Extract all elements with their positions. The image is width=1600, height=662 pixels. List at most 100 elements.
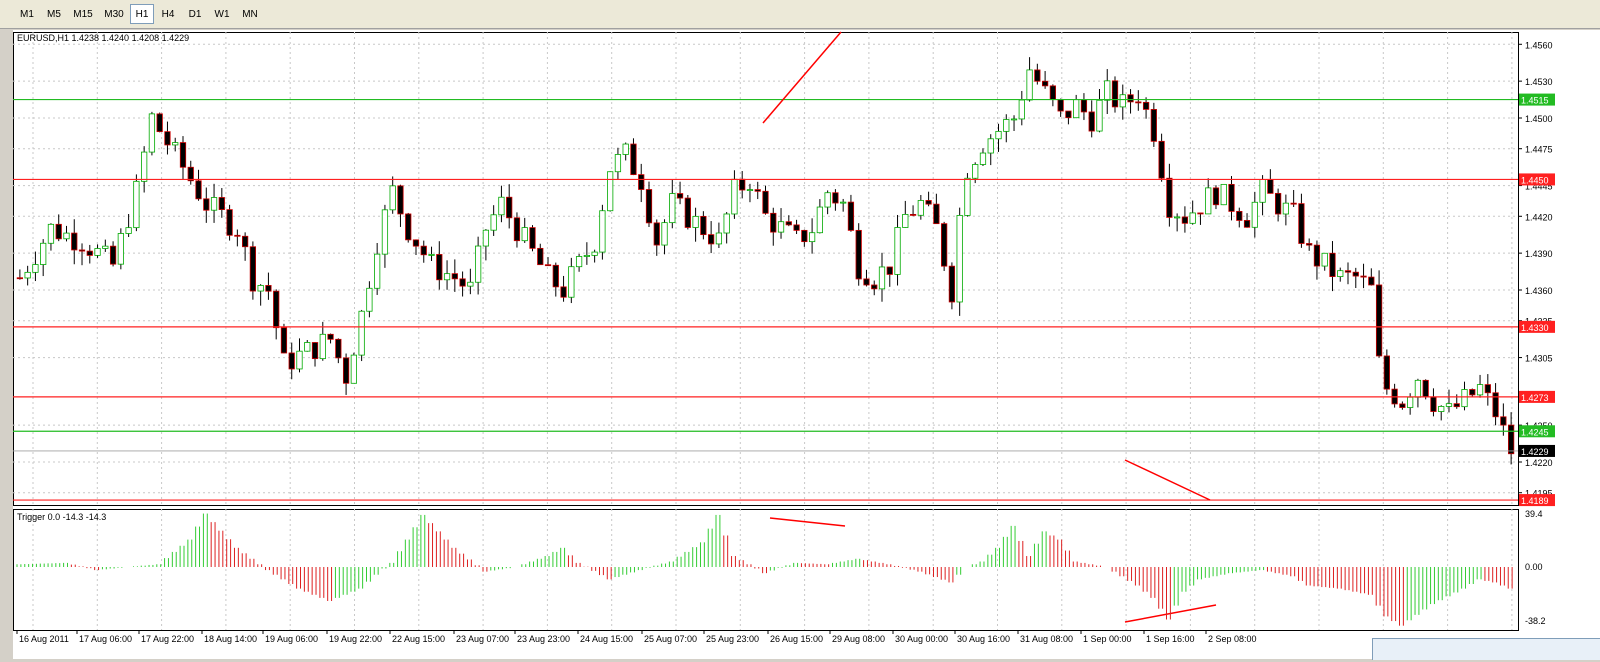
candle: [475, 245, 482, 283]
timeframe-h1-button[interactable]: H1: [130, 4, 154, 24]
candle: [242, 235, 249, 248]
chart-scroll-thumbnail[interactable]: [1372, 638, 1600, 660]
candle: [1422, 379, 1429, 398]
candle: [1337, 270, 1344, 277]
candle: [288, 352, 295, 370]
chart-canvas[interactable]: 1.4560 1.4530 1.4500 1.4475 1.4445 1.4420 1.43…: [13, 30, 1600, 659]
timeframe-m30-button[interactable]: M30: [104, 9, 124, 20]
candle: [568, 266, 575, 298]
level-label-box: [1519, 390, 1555, 403]
candle: [622, 143, 629, 155]
timeframe-m1-button[interactable]: M1: [20, 9, 34, 20]
timeframe-w1-button[interactable]: W1: [214, 9, 230, 20]
candle: [304, 342, 311, 352]
candle: [1267, 179, 1274, 194]
candle: [1298, 203, 1305, 244]
candle: [1065, 110, 1072, 119]
candle: [638, 174, 645, 190]
candle: [141, 151, 148, 182]
timeframe-mn-button[interactable]: MN: [242, 9, 258, 20]
candle: [234, 234, 241, 237]
candle: [350, 354, 357, 384]
time-axis-label: 26 Aug 15:00: [770, 634, 823, 644]
candle: [708, 234, 715, 245]
level-label: 1.4245: [1521, 427, 1549, 437]
candle: [1259, 179, 1266, 203]
candle: [1414, 379, 1422, 398]
level-label: 1.4330: [1521, 323, 1549, 333]
candle: [16, 277, 24, 280]
candle: [451, 273, 458, 280]
time-axis-label: 1 Sep 00:00: [1083, 634, 1132, 644]
candle: [1352, 271, 1359, 277]
candle: [715, 232, 723, 245]
candle: [156, 113, 163, 133]
candle: [1158, 140, 1165, 179]
candle: [265, 285, 272, 292]
indicator-trend-line-top[interactable]: [769, 517, 846, 527]
candle: [125, 227, 132, 234]
candle: [948, 265, 956, 303]
candle: [599, 210, 606, 253]
level-label: 1.4189: [1521, 496, 1549, 506]
candle: [552, 264, 559, 288]
trend-line-up[interactable]: [762, 31, 842, 124]
candle: [1026, 69, 1033, 101]
time-axis-label: 25 Aug 07:00: [644, 634, 697, 644]
timeframe-d1-button[interactable]: D1: [188, 9, 202, 20]
price-tick-label: 1.4560: [1525, 40, 1553, 50]
candle: [824, 192, 831, 208]
candle: [886, 266, 893, 275]
time-axis-label: 30 Aug 16:00: [957, 634, 1010, 644]
candle: [1282, 202, 1289, 215]
price-tick-label: 1.4195: [1525, 489, 1553, 499]
price-tick-label: 1.4420: [1525, 212, 1553, 222]
candle: [1104, 80, 1111, 101]
candle: [785, 221, 792, 226]
candle: [669, 193, 676, 224]
candle: [1220, 183, 1227, 206]
candle: [319, 333, 326, 360]
candle: [1073, 99, 1080, 119]
candle: [676, 193, 684, 199]
candle: [1360, 275, 1367, 278]
time-axis-label: 2 Sep 08:00: [1208, 634, 1257, 644]
timeframe-m5-button[interactable]: M5: [47, 9, 61, 20]
candle: [964, 177, 971, 216]
candle: [1049, 85, 1056, 100]
candle: [544, 264, 552, 267]
candle: [1212, 187, 1220, 206]
candle: [979, 152, 987, 165]
candle: [397, 185, 404, 215]
time-axis-label: 25 Aug 23:00: [706, 634, 759, 644]
candle: [203, 198, 210, 211]
trend-line-down[interactable]: [1124, 459, 1211, 501]
candle: [1383, 355, 1390, 390]
candle: [575, 256, 583, 268]
candle: [133, 180, 140, 229]
candle: [801, 229, 808, 243]
candle: [645, 189, 653, 224]
candle: [24, 271, 31, 279]
candle: [832, 192, 839, 204]
candle: [94, 248, 101, 256]
candle: [63, 232, 70, 240]
candle: [1469, 389, 1476, 396]
timeframe-m15-button[interactable]: M15: [73, 9, 93, 20]
timeframe-h4-button[interactable]: H4: [161, 9, 175, 20]
candle: [1399, 403, 1406, 408]
candle: [1407, 396, 1414, 408]
candle: [731, 178, 738, 215]
candle: [909, 213, 917, 216]
candle: [1375, 284, 1383, 357]
candle: [55, 223, 62, 240]
main-plot-frame: [13, 32, 1519, 506]
chart-window[interactable]: 1.4560 1.4530 1.4500 1.4475 1.4445 1.4420 1.43…: [13, 30, 1600, 659]
candle: [109, 245, 117, 265]
candle: [1080, 99, 1088, 113]
candle: [1492, 392, 1499, 418]
candle: [327, 333, 334, 340]
price-tick-label: 1.4500: [1525, 114, 1553, 124]
candle: [78, 249, 86, 252]
candle: [871, 284, 878, 290]
